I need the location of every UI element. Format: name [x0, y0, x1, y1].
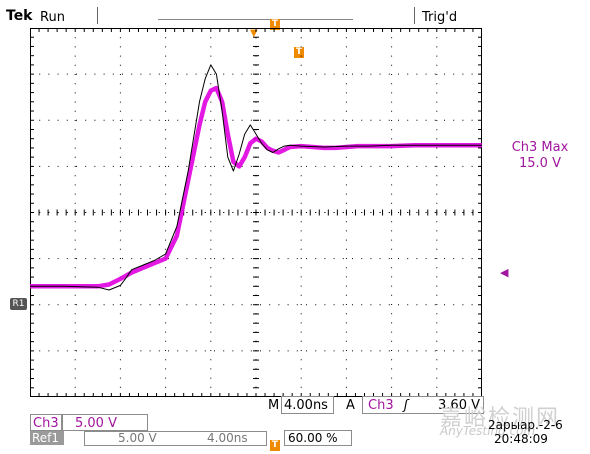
- ch3-label[interactable]: Ch3: [30, 414, 62, 431]
- trigger-point-marker: ▼: [250, 28, 258, 39]
- trigger-level: 3.60 V: [438, 398, 480, 413]
- trigger-readout[interactable]: Ch3 ʃ 3.60 V: [362, 396, 484, 414]
- graticule[interactable]: [30, 28, 482, 397]
- record-length-bar: [158, 19, 353, 20]
- ch3-trace: [30, 85, 482, 289]
- trigger-status: Trig'd: [422, 10, 458, 25]
- ref1-info[interactable]: 5.00 V 4.00ns: [84, 431, 267, 446]
- ref1-time: 4.00ns: [207, 431, 248, 445]
- date-readout: 2арыар.-2‑6: [488, 418, 563, 432]
- timebase-readout[interactable]: 4.00ns: [281, 396, 334, 414]
- trigger-time-marker-icon: T: [294, 47, 304, 58]
- trigger-prefix: A: [346, 398, 355, 413]
- rising-edge-icon: ʃ: [403, 398, 409, 413]
- run-state: Run: [40, 10, 65, 25]
- timebase-prefix: M: [268, 398, 280, 413]
- trigger-position-badge-icon: T: [270, 440, 280, 451]
- ref1-label[interactable]: Ref1: [30, 431, 64, 445]
- watermark-sub: AnyTesting.com: [440, 424, 536, 438]
- ref1-marker[interactable]: R1: [10, 298, 27, 310]
- trigger-source: Ch3: [368, 398, 394, 413]
- ch3-scale[interactable]: 5.00 V: [62, 414, 148, 431]
- trigger-position-icon[interactable]: T: [270, 19, 280, 30]
- ref1-scale: 5.00 V: [118, 431, 157, 445]
- trigger-level-arrow-icon: ◀: [500, 266, 509, 279]
- measure-value: 15.0 V: [519, 156, 561, 171]
- brand-label: Tek: [6, 8, 33, 24]
- time-readout: 20:48:09: [494, 432, 548, 446]
- measure-name: Ch3 Max: [511, 140, 569, 155]
- timebase-value: 4.00ns: [284, 398, 328, 413]
- watermark-main: 嘉峪检测网: [440, 406, 561, 431]
- ref1-trace: [30, 64, 482, 291]
- header-divider: [97, 7, 98, 24]
- trigger-position-value[interactable]: 60.00 %: [284, 430, 352, 446]
- header-divider-right: [414, 7, 415, 24]
